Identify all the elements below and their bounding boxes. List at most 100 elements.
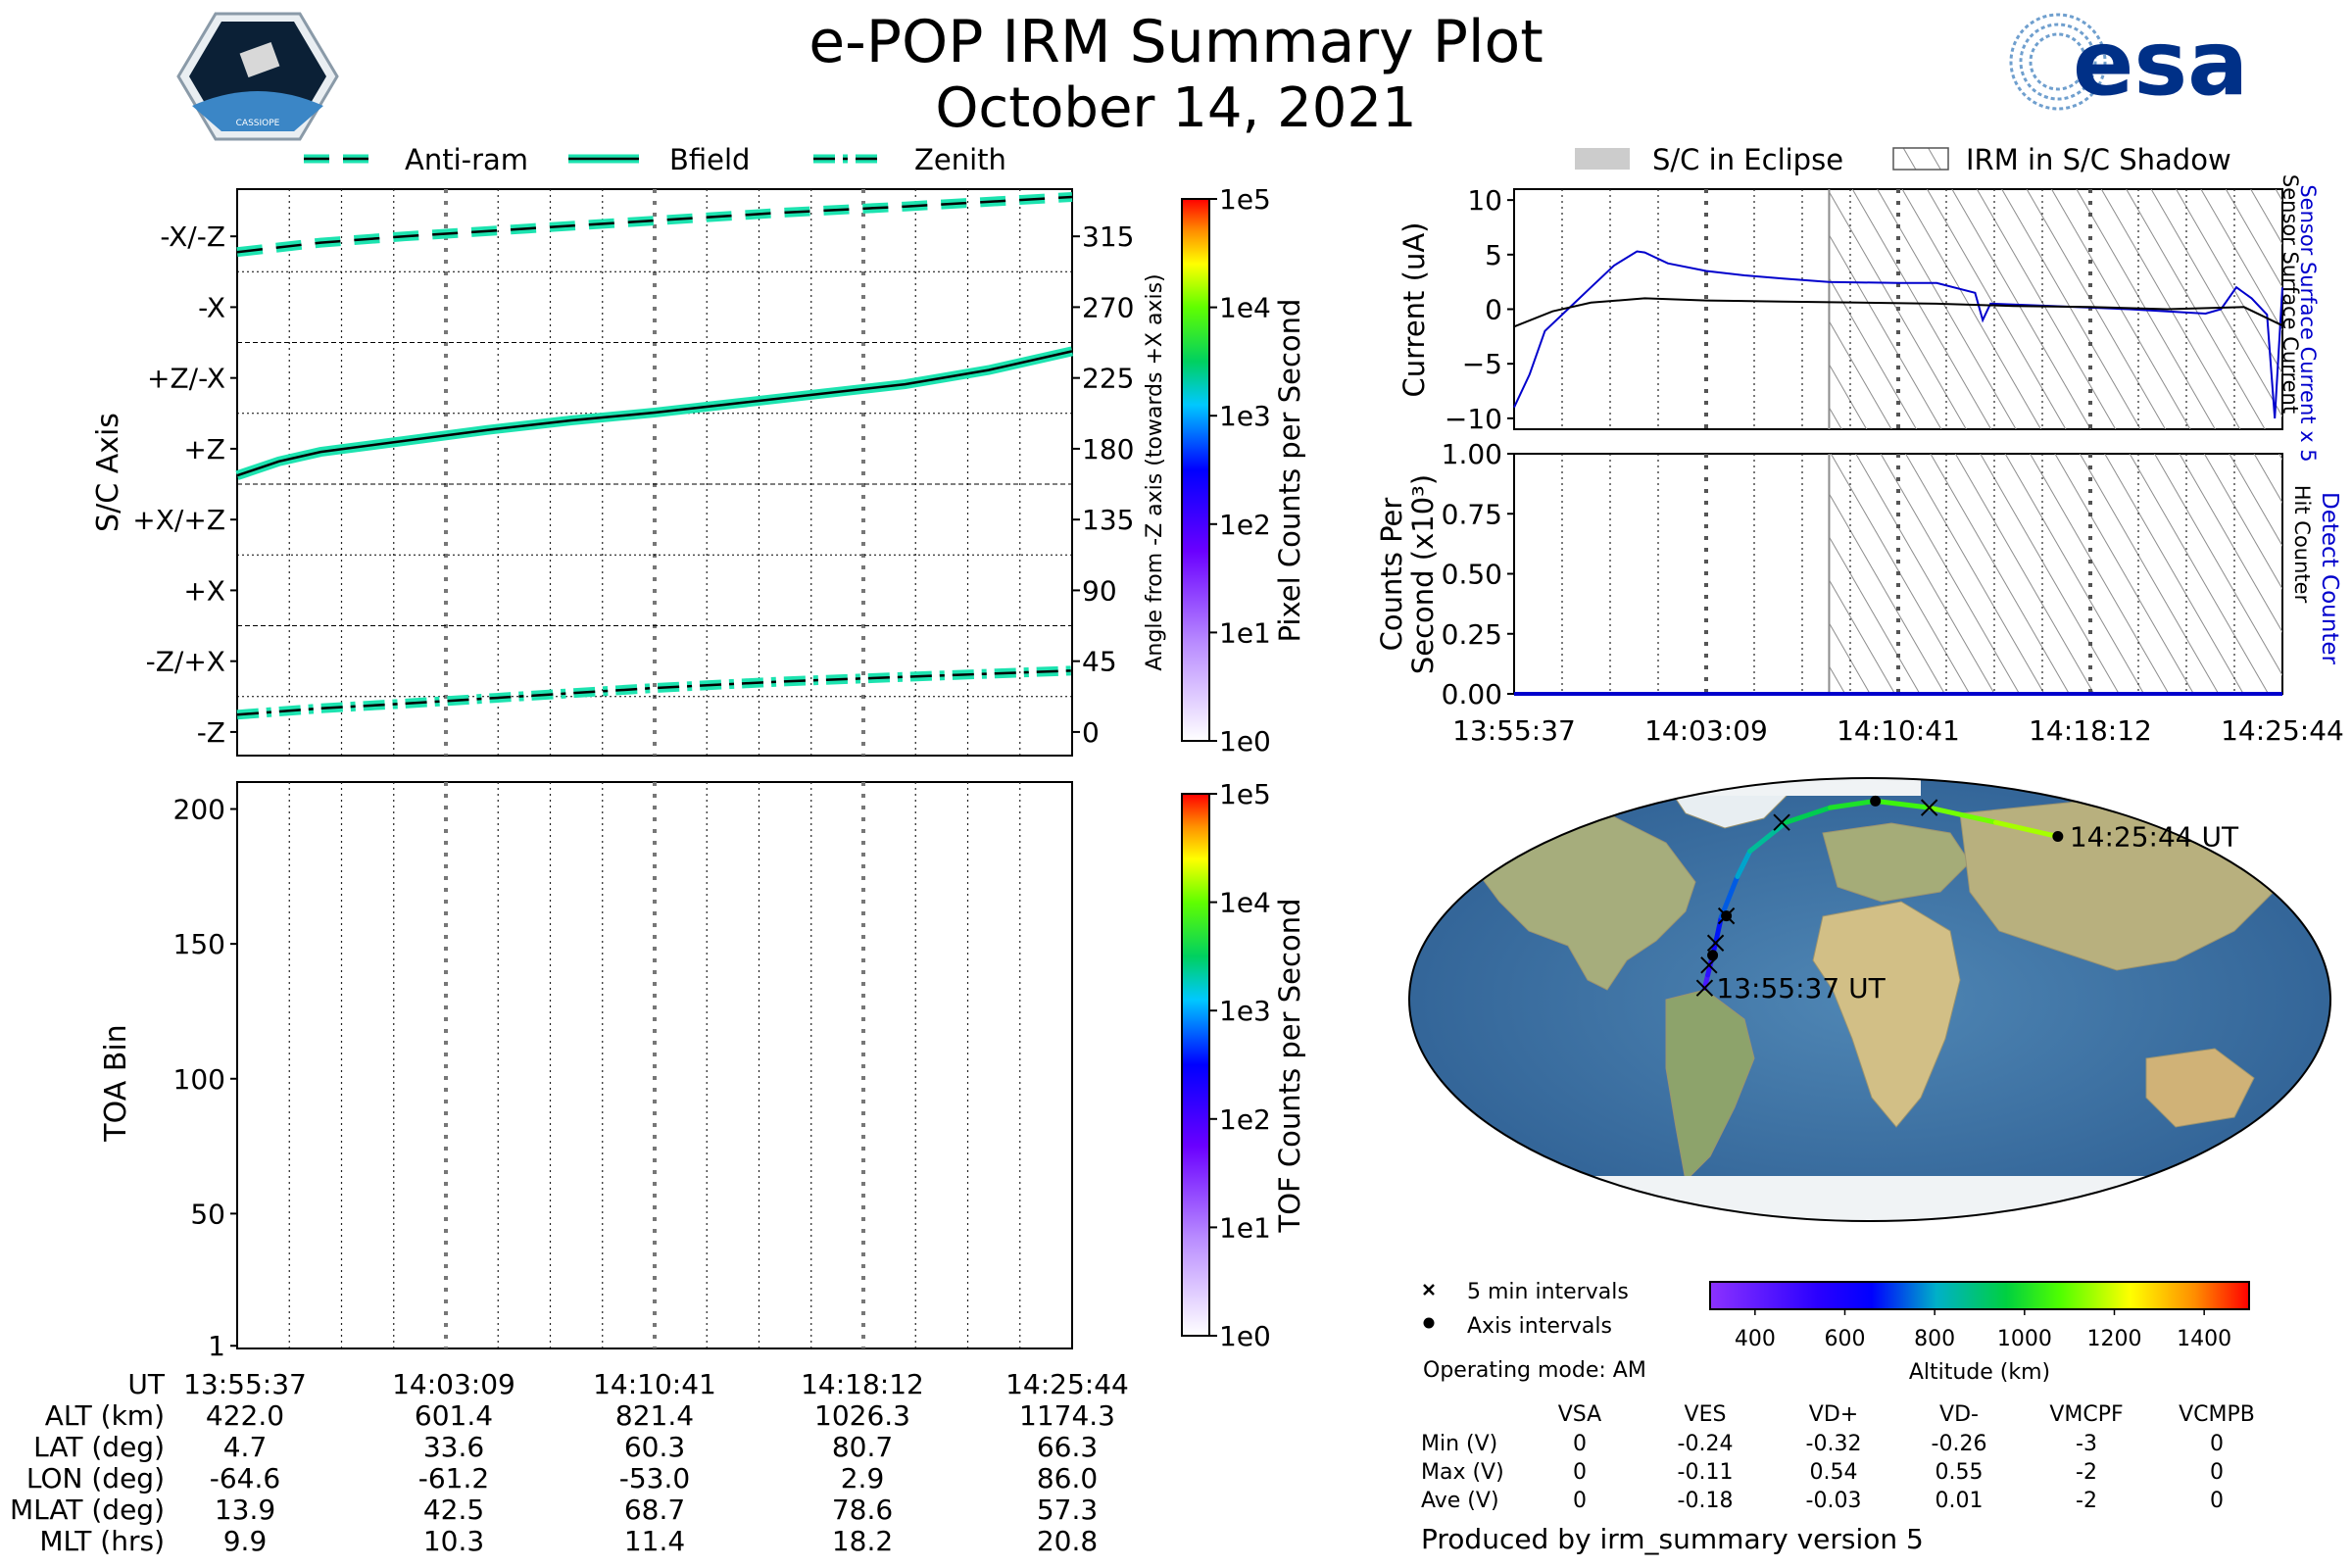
table-cell: -0.18 <box>1678 1489 1734 1513</box>
antarctica <box>1411 1176 2330 1221</box>
legend-label: Bfield <box>669 143 750 176</box>
table-cell: 0 <box>2210 1460 2224 1485</box>
footer-cell: 20.8 <box>1037 1525 1098 1557</box>
y-tick-label: 0.50 <box>1442 559 1502 591</box>
table-header: VD+ <box>1809 1402 1858 1427</box>
table-cell: -2 <box>2076 1489 2097 1513</box>
five-min-marker <box>1695 979 1714 997</box>
colorbar-tick-label: 1e3 <box>1219 400 1271 432</box>
five-min-marker <box>1920 799 1938 816</box>
footer-cell: -64.6 <box>210 1462 280 1494</box>
table-header: VSA <box>1558 1402 1601 1427</box>
table-cell: -0.32 <box>1806 1432 1862 1456</box>
plot-date: October 14, 2021 <box>935 76 1417 140</box>
colorbar-tick-label: 1400 <box>2177 1327 2231 1351</box>
table-header: VCMPB <box>2179 1402 2255 1427</box>
footer-cell: 86.0 <box>1037 1462 1098 1494</box>
table-cell: 0 <box>2210 1489 2224 1513</box>
table-row-label: Min (V) <box>1421 1432 1497 1456</box>
y-tick-label: 0 <box>1485 294 1502 326</box>
table-header: VD- <box>1939 1402 1979 1427</box>
footer-cell: 68.7 <box>624 1494 685 1526</box>
y2-tick-label: 270 <box>1082 291 1134 323</box>
table-cell: -0.11 <box>1678 1460 1734 1485</box>
orbit-track-segment <box>1735 849 1753 879</box>
right-label: Sensor Surface Current x 5 <box>2296 184 2320 462</box>
altitude-colorbar <box>1709 1281 2250 1310</box>
chart-marks: Anti-ram Bfield Zenith S/C in Eclipse IRM in… <box>10 143 2344 1557</box>
footer-cell: 80.7 <box>832 1431 893 1463</box>
legend-x-marker <box>1423 1284 1435 1296</box>
y-tick-label: +Z/-X <box>147 363 225 395</box>
y2-tick-label: 45 <box>1082 646 1117 678</box>
table-cell: -0.03 <box>1806 1489 1862 1513</box>
y-tick-label: -Z <box>197 716 225 749</box>
orbit-track-segment <box>1828 798 1879 810</box>
table-row-label: Max (V) <box>1421 1460 1504 1485</box>
footer-cell: 14:03:09 <box>392 1368 515 1400</box>
trace-zenith <box>236 669 1073 716</box>
footer-cell: 1174.3 <box>1019 1399 1115 1432</box>
world-map <box>1408 777 2331 1222</box>
footer-cell: 66.3 <box>1037 1431 1098 1463</box>
y2-axis-label: Angle from -Z axis (towards +X axis) <box>1143 273 1167 670</box>
table-cell: 0.54 <box>1810 1460 1858 1485</box>
y-tick-label: -Z/+X <box>146 646 225 678</box>
orbit-track-segment <box>1873 798 1933 810</box>
footer-cell: 2.9 <box>841 1462 885 1494</box>
track-start-label: 13:55:37 UT <box>1716 972 1886 1004</box>
x-tick-label: 14:03:09 <box>1644 714 1768 747</box>
cassiope-logo: CASSIOPE <box>174 8 341 145</box>
y-tick-label: 1.00 <box>1442 438 1502 470</box>
y-axis-label: Second (x10³) <box>1406 474 1440 674</box>
table-cell: 0 <box>1573 1460 1587 1485</box>
footer-cell: 422.0 <box>206 1399 284 1432</box>
colorbar-label: Altitude (km) <box>1909 1360 2050 1385</box>
colorbar-tick-label: 1e5 <box>1219 183 1271 216</box>
footer-cell: -61.2 <box>418 1462 489 1494</box>
y2-tick-label: 315 <box>1082 220 1134 253</box>
footer-cell: 13.9 <box>215 1494 275 1526</box>
orbit-track-segment <box>1992 819 2061 840</box>
y-tick-label: +X <box>183 574 225 607</box>
table-cell: -2 <box>2076 1460 2097 1485</box>
colorbar-tick-label: 1e1 <box>1219 1211 1271 1244</box>
colorbar-tick-label: 1200 <box>2087 1327 2142 1351</box>
colorbar-tick-label: 1e4 <box>1219 292 1271 324</box>
colorbar-tick-label: 1e4 <box>1219 887 1271 919</box>
y2-tick-label: 180 <box>1082 433 1134 466</box>
tof-colorbar <box>1181 793 1210 1337</box>
table-cell: 0.01 <box>1936 1489 1984 1513</box>
footer-row-label: MLT (hrs) <box>39 1525 165 1557</box>
y2-tick-label: 225 <box>1082 363 1134 395</box>
y-tick-label: 0.25 <box>1442 618 1502 651</box>
colorbar-tick-label: 1e3 <box>1219 995 1271 1027</box>
table-cell: -0.24 <box>1678 1432 1734 1456</box>
footer-row-label: LAT (deg) <box>33 1431 165 1463</box>
orbit-track-segment <box>1927 805 1998 825</box>
eclipse-legend-swatch <box>1575 148 1630 170</box>
europe <box>1822 822 1971 903</box>
orbit-track-segment <box>1747 819 1788 855</box>
legend-label: Anti-ram <box>405 143 528 176</box>
colorbar-tick-label: 1e1 <box>1219 616 1271 649</box>
y-tick-label: 1 <box>208 1330 225 1362</box>
table-header: VES <box>1685 1402 1727 1427</box>
x-tick-label: 14:18:12 <box>2029 714 2152 747</box>
right-label: Detect Counter <box>2317 492 2342 664</box>
y-tick-label: 100 <box>173 1063 225 1096</box>
trace-anti-ram <box>236 195 1073 254</box>
colorbar-tick-label: 1e0 <box>1219 725 1271 758</box>
africa <box>1812 901 1961 1128</box>
footer-cell: 601.4 <box>415 1399 493 1432</box>
y-tick-label: 150 <box>173 928 225 960</box>
track-end-label: 14:25:44 UT <box>2070 821 2239 854</box>
legend-label: IRM in S/C Shadow <box>1966 143 2231 176</box>
table-cell: 0.55 <box>1936 1460 1984 1485</box>
y-axis-label: S/C Axis <box>91 413 125 532</box>
colorbar-tick-label: 1e5 <box>1219 778 1271 810</box>
current-series <box>1513 250 2283 418</box>
y2-tick-label: 135 <box>1082 504 1134 536</box>
colorbar-tick-label: 1000 <box>1997 1327 2052 1351</box>
